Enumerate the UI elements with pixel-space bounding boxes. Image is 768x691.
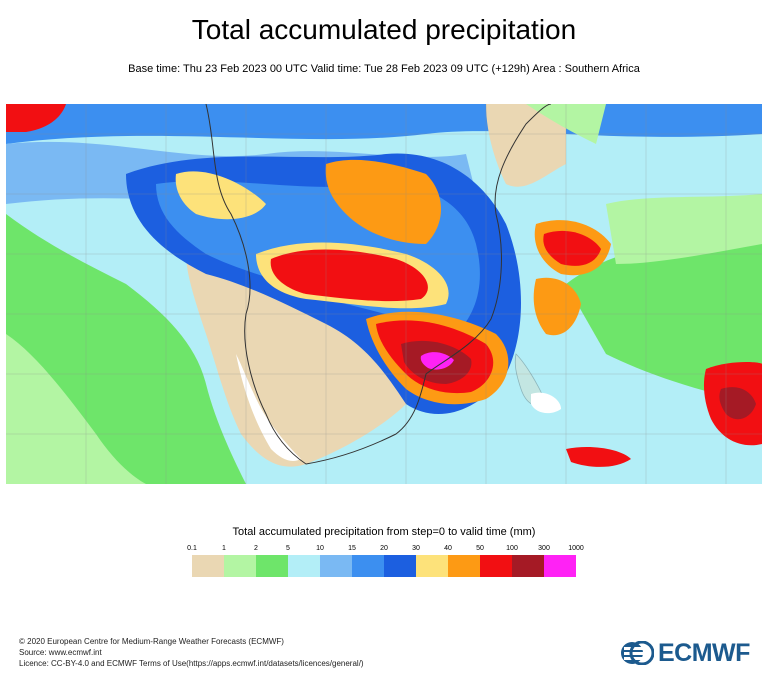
- legend-tick-label: 30: [412, 545, 420, 552]
- legend-tick-label: 0.1: [187, 545, 197, 552]
- legend-ticks: 0.1 1 2 5 10 15 20 30 40 50 100 300 1000: [180, 545, 600, 557]
- dry-area: [236, 354, 301, 461]
- land-south-africa: [186, 251, 410, 467]
- ecmwf-logo: ECMWF: [620, 638, 750, 668]
- legend-tick-label: 5: [286, 545, 290, 552]
- legend-tick-label: 300: [538, 545, 550, 552]
- legend-tick-label: 40: [444, 545, 452, 552]
- precipitation-map: [6, 104, 762, 484]
- ocean-light-east: [606, 194, 762, 264]
- legend-tick-label: 1: [222, 545, 226, 552]
- legend-tick-label: 50: [476, 545, 484, 552]
- rain-very-heavy-nw: [6, 104, 66, 132]
- legend-swatch: [352, 555, 384, 577]
- legend-title: Total accumulated precipitation from ste…: [232, 526, 536, 538]
- dry-area-south: [531, 392, 561, 414]
- rain-very-heavy-mozambique: [543, 230, 601, 266]
- ecmwf-logo-text: ECMWF: [658, 638, 750, 667]
- footer-licence: Licence: CC-BY-4.0 and ECMWF Terms of Us…: [19, 659, 364, 668]
- page-subtitle: Base time: Thu 23 Feb 2023 00 UTC Valid …: [128, 63, 640, 75]
- legend-swatch: [320, 555, 352, 577]
- footer-copyright: © 2020 European Centre for Medium-Range …: [19, 637, 284, 646]
- map-grid: [6, 104, 762, 484]
- legend-swatch: [416, 555, 448, 577]
- legend-swatch: [544, 555, 576, 577]
- legend-swatch: [512, 555, 544, 577]
- rain-very-heavy-1: [270, 249, 428, 302]
- rain-heavy-1: [325, 159, 441, 244]
- legend-swatch: [192, 555, 224, 577]
- rain-very-heavy-south: [566, 447, 631, 467]
- legend-swatch: [256, 555, 288, 577]
- rain-max-1: [420, 352, 454, 370]
- legend-tick-label: 1000: [568, 545, 584, 552]
- ecmwf-logo-icon: [621, 641, 654, 665]
- rain-heavy-channel: [533, 277, 581, 336]
- legend-tick-label: 20: [380, 545, 388, 552]
- legend-tick-label: 2: [254, 545, 258, 552]
- page-title: Total accumulated precipitation: [191, 14, 577, 45]
- legend-swatch: [384, 555, 416, 577]
- legend-tick-label: 100: [506, 545, 518, 552]
- legend-swatch: [448, 555, 480, 577]
- legend-swatch: [288, 555, 320, 577]
- ocean-precip-east: [566, 241, 762, 404]
- legend-colorbar: [192, 555, 576, 577]
- land-east-africa: [486, 104, 566, 187]
- footer: © 2020 European Centre for Medium-Range …: [19, 636, 364, 669]
- legend-swatch: [480, 555, 512, 577]
- coastline: [205, 104, 552, 465]
- rain-extreme-east: [719, 387, 756, 420]
- legend-tick-label: 10: [316, 545, 324, 552]
- footer-source: Source: www.ecmwf.int: [19, 648, 102, 657]
- rain-moderate-2: [175, 171, 266, 220]
- legend-tick-label: 15: [348, 545, 356, 552]
- legend-swatch: [224, 555, 256, 577]
- ocean-light-west: [6, 334, 146, 484]
